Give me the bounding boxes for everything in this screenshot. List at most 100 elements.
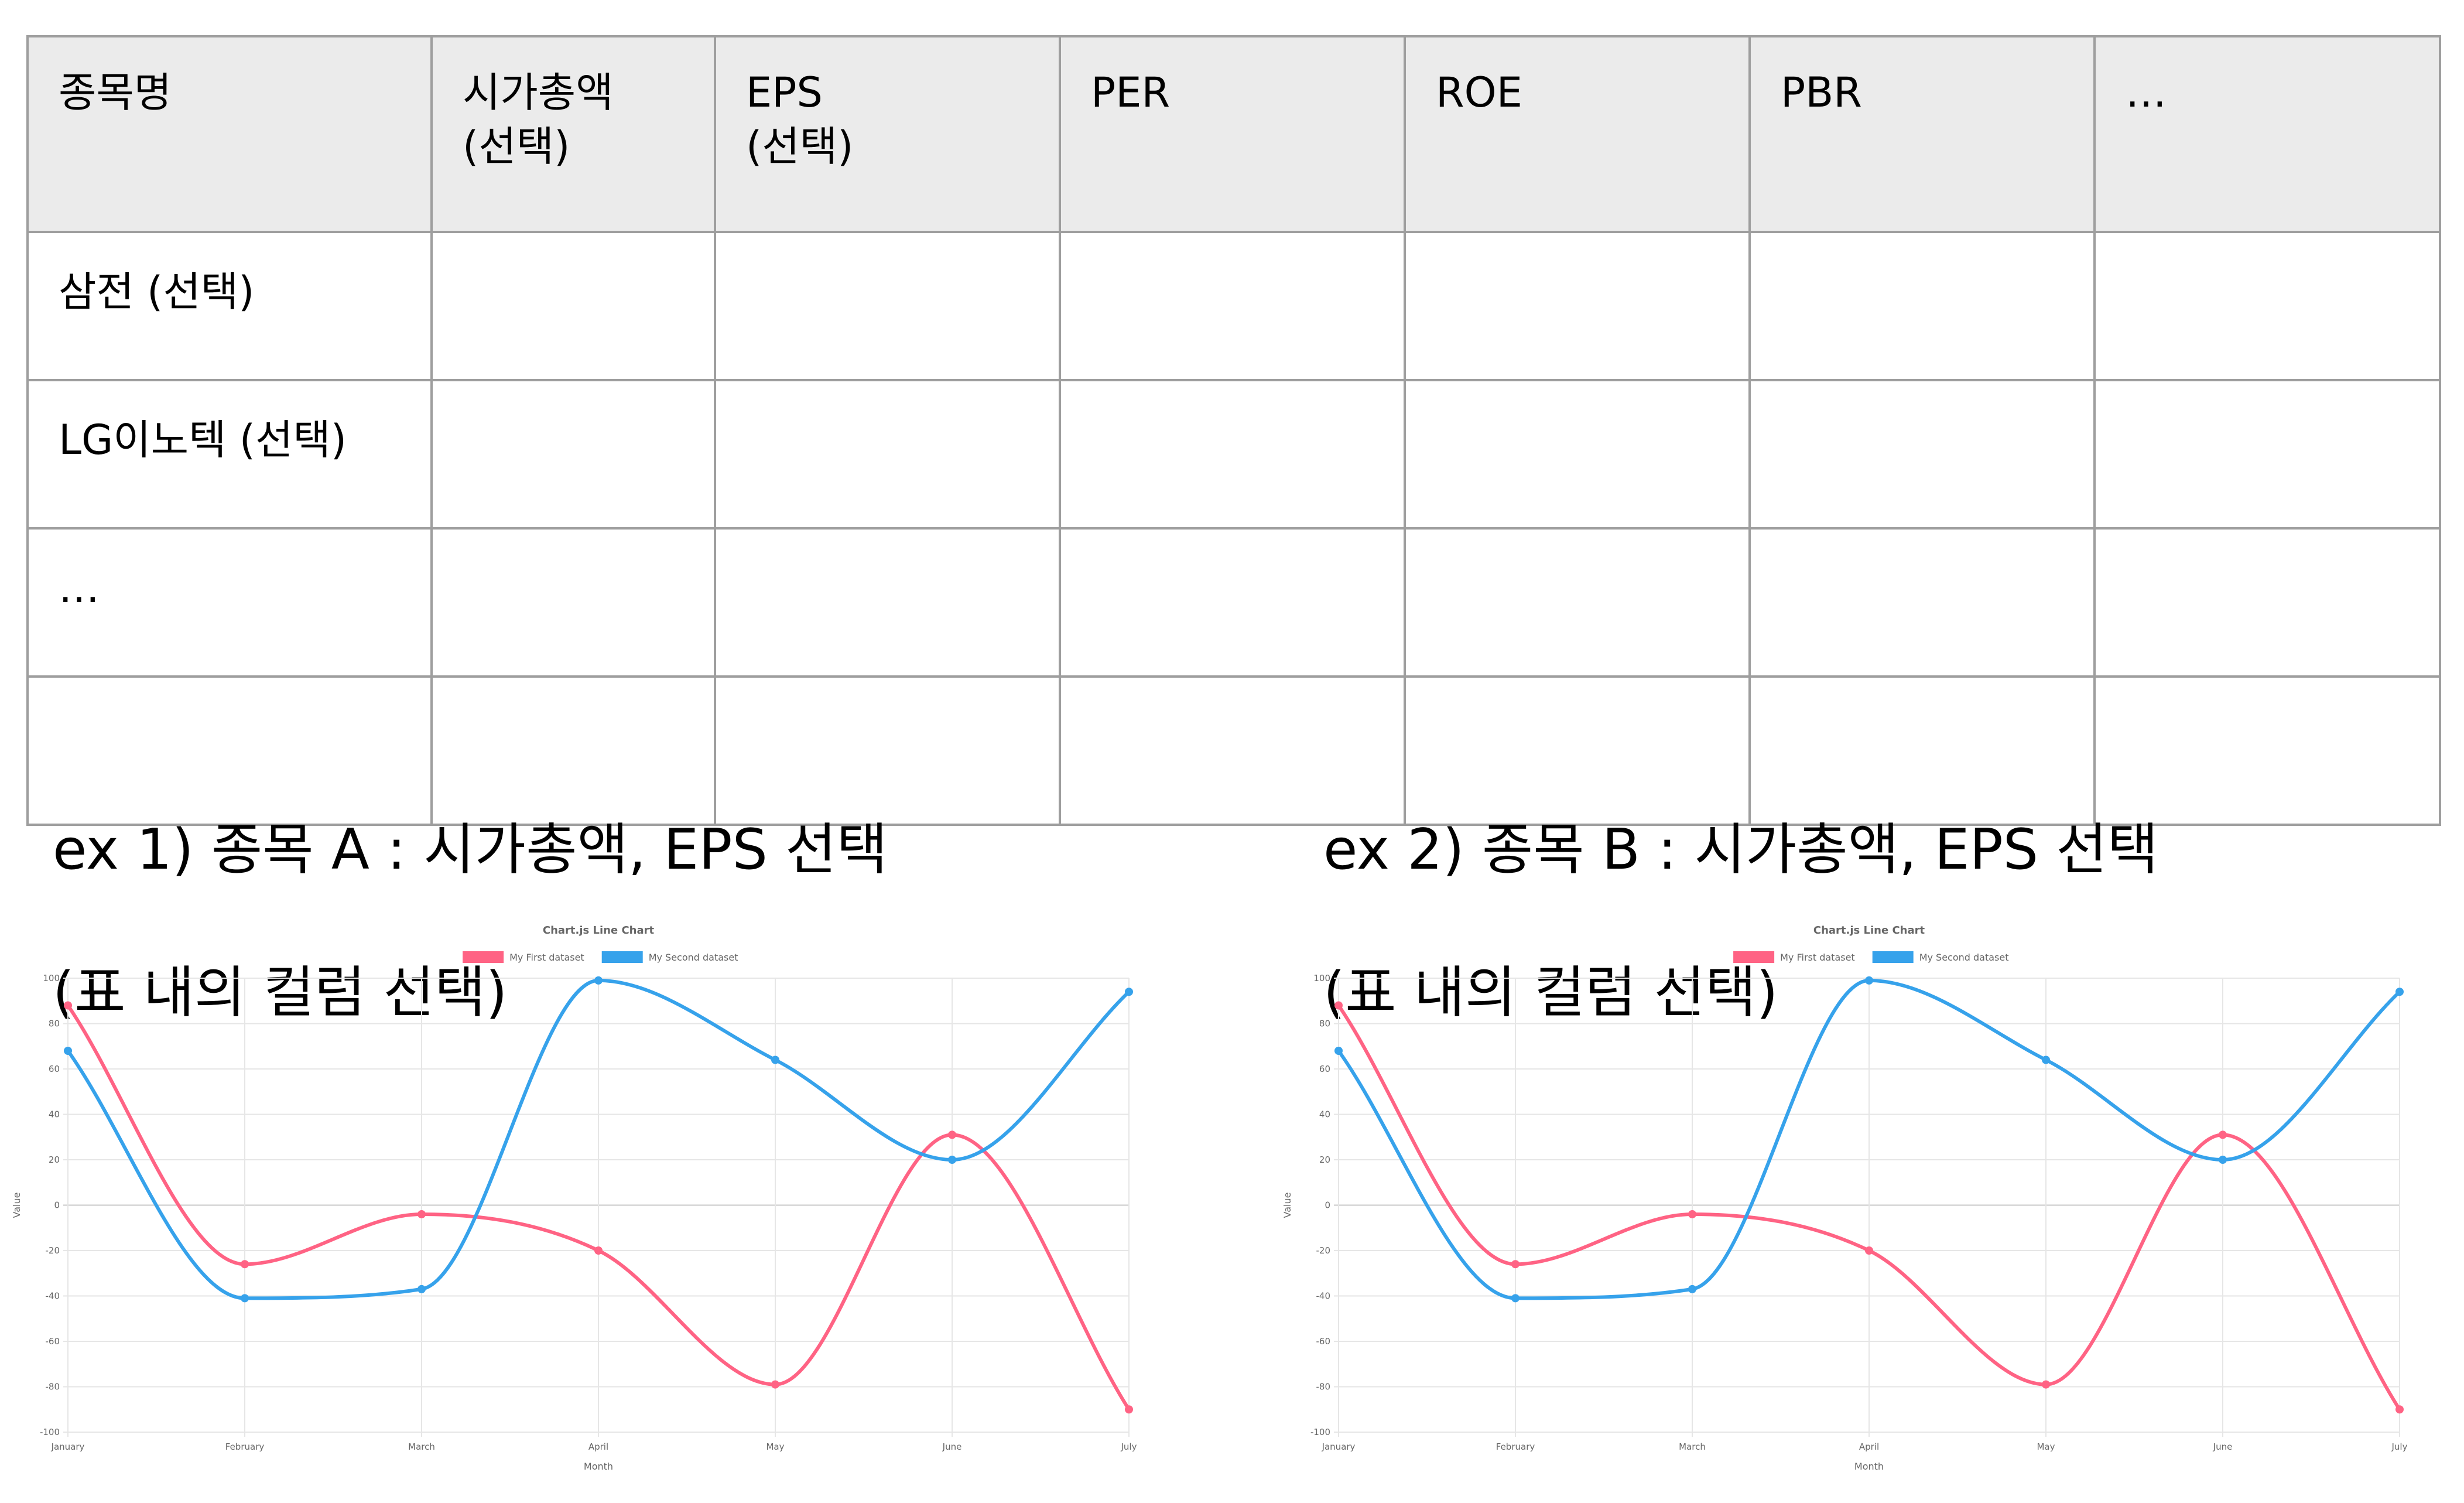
- data-point: [1125, 1405, 1133, 1414]
- y-tick-label: -80: [46, 1382, 60, 1392]
- row-stock-name: [26, 675, 433, 826]
- data-point: [2219, 1156, 2227, 1164]
- x-tick-label: May: [2037, 1441, 2055, 1452]
- table-cell: [2093, 379, 2441, 530]
- legend-label: My First dataset: [509, 952, 584, 963]
- x-tick-label: February: [225, 1441, 265, 1452]
- table-cell: [430, 379, 716, 530]
- row-stock-name[interactable]: LG이노텍 (선택): [26, 379, 433, 530]
- data-point: [594, 976, 603, 985]
- data-point: [1511, 1260, 1520, 1269]
- x-axis-title: Month: [584, 1461, 613, 1472]
- data-point: [1688, 1285, 1696, 1293]
- data-point: [2042, 1055, 2050, 1064]
- y-tick-label: 100: [43, 973, 60, 983]
- x-tick-label: March: [408, 1441, 435, 1452]
- data-point: [64, 1001, 72, 1010]
- row-stock-name: …: [26, 527, 433, 678]
- header-pbr: PBR: [1748, 35, 2096, 233]
- y-tick-label: 80: [1319, 1019, 1330, 1029]
- data-point: [1865, 1246, 1873, 1255]
- table-row: [26, 675, 2441, 826]
- stock-comparison-table: 종목명 시가총액 (선택) EPS (선택) PER ROE PBR … 삼전 …: [26, 35, 2441, 826]
- y-tick-label: 80: [49, 1019, 60, 1029]
- table-row: …: [26, 527, 2441, 678]
- series-line: [1337, 1004, 2401, 1410]
- y-tick-label: 0: [1325, 1200, 1330, 1211]
- example-caption-2: ex 2) 종목 B : 시가총액, EPS 선택 (표 내의 컬럼 선택): [1323, 743, 2158, 1100]
- table-cell: [2093, 231, 2441, 381]
- y-tick-label: -40: [1316, 1291, 1331, 1302]
- line-chart-1: Chart.js Line Chart My First dataset My Se…: [11, 924, 1137, 1472]
- y-tick-label: 40: [1319, 1109, 1330, 1120]
- header-more: …: [2093, 35, 2441, 233]
- table-cell: [1404, 675, 1751, 826]
- data-point: [64, 1047, 72, 1055]
- data-point: [241, 1294, 249, 1303]
- table-cell: [1404, 527, 1751, 678]
- x-tick-label: January: [51, 1441, 85, 1452]
- data-point: [241, 1260, 249, 1269]
- x-tick-label: April: [588, 1441, 608, 1452]
- x-tick-label: March: [1679, 1441, 1706, 1452]
- table-cell: [714, 379, 1061, 530]
- data-point: [2395, 988, 2404, 996]
- table-cell: [1059, 379, 1406, 530]
- y-tick-label: 60: [49, 1064, 60, 1074]
- header-per: PER: [1059, 35, 1406, 233]
- data-point: [948, 1156, 956, 1164]
- header-stock-name: 종목명: [26, 35, 433, 233]
- y-tick-label: -20: [1316, 1245, 1331, 1256]
- legend-swatch: [463, 951, 504, 963]
- x-axis-title: Month: [1854, 1461, 1884, 1472]
- table-cell: [1059, 231, 1406, 381]
- data-point: [1125, 988, 1133, 996]
- table-cell: [1748, 231, 2096, 381]
- data-point: [2042, 1380, 2050, 1389]
- y-tick-label: 20: [1319, 1154, 1330, 1165]
- table-cell: [714, 675, 1061, 826]
- y-axis-title: Value: [11, 1193, 22, 1218]
- chart-title: Chart.js Line Chart: [543, 924, 655, 937]
- data-point: [417, 1210, 426, 1218]
- legend-label: My Second dataset: [649, 952, 738, 963]
- row-stock-name[interactable]: 삼전 (선택): [26, 231, 433, 381]
- table-cell: [1748, 527, 2096, 678]
- series-line: [66, 1004, 1131, 1410]
- y-tick-label: 40: [49, 1109, 60, 1120]
- header-eps[interactable]: EPS (선택): [714, 35, 1061, 233]
- table-cell: [430, 675, 716, 826]
- x-tick-label: May: [766, 1441, 784, 1452]
- table-cell: [2093, 675, 2441, 826]
- y-axis-title: Value: [1282, 1193, 1293, 1218]
- y-tick-label: -100: [40, 1427, 60, 1437]
- table-cell: [714, 527, 1061, 678]
- x-tick-label: June: [942, 1441, 962, 1452]
- table-cell: [714, 231, 1061, 381]
- data-point: [2395, 1405, 2404, 1414]
- data-point: [1511, 1294, 1520, 1303]
- y-tick-label: 60: [1319, 1064, 1330, 1074]
- y-tick-label: 0: [54, 1200, 60, 1211]
- y-tick-label: 100: [1313, 973, 1330, 983]
- table-cell: [1748, 675, 2096, 826]
- data-point: [1865, 976, 1873, 985]
- x-tick-label: January: [1322, 1441, 1356, 1452]
- table-cell: [1404, 379, 1751, 530]
- caption-line: ex 2) 종목 B : 시가총액, EPS 선택: [1323, 818, 2159, 882]
- table-cell: [430, 527, 716, 678]
- header-market-cap[interactable]: 시가총액 (선택): [430, 35, 716, 233]
- y-tick-label: -80: [1316, 1382, 1331, 1392]
- y-tick-label: -40: [46, 1291, 60, 1302]
- legend-swatch: [1733, 951, 1775, 963]
- legend-label: My First dataset: [1780, 952, 1855, 963]
- data-point: [1334, 1047, 1343, 1055]
- caption-line: (표 내의 컬럼 선택): [53, 961, 508, 1025]
- table-cell: [1059, 675, 1406, 826]
- caption-line: (표 내의 컬럼 선택): [1323, 961, 1778, 1025]
- data-point: [594, 1246, 603, 1255]
- y-tick-label: -100: [1310, 1427, 1330, 1437]
- table-cell: [430, 231, 716, 381]
- chart-title: Chart.js Line Chart: [1813, 924, 1925, 937]
- legend-label: My Second dataset: [1919, 952, 2009, 963]
